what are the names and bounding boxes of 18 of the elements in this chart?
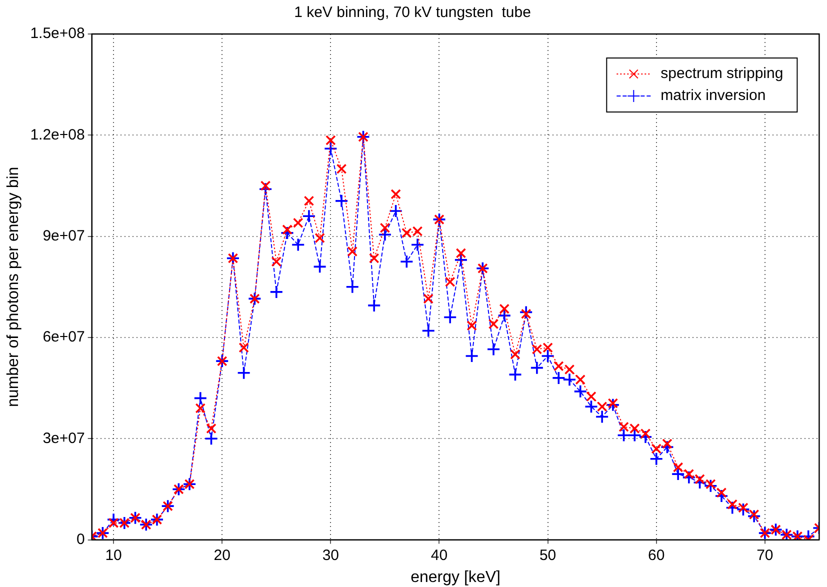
chart-title: 1 keV binning, 70 kV tungsten tube <box>294 4 531 22</box>
y-tick-label: 6e+07 <box>42 328 85 346</box>
y-tick-label: 1.2e+08 <box>30 126 85 144</box>
legend-label: matrix inversion <box>660 87 766 104</box>
x-tick-label: 40 <box>430 546 448 564</box>
y-axis-title: number of photons per energy bin <box>5 166 22 407</box>
x-tick-label: 70 <box>756 546 774 564</box>
legend-label: spectrum stripping <box>660 65 784 82</box>
x-tick-label: 50 <box>539 546 556 564</box>
y-tick-label: 1.5e+08 <box>30 25 85 42</box>
x-tick-label: 10 <box>105 546 122 564</box>
y-tick-label: 0 <box>76 530 85 548</box>
y-tick-label: 3e+07 <box>42 430 85 447</box>
x-tick-label: 30 <box>322 546 340 564</box>
y-tick-label: 9e+07 <box>42 227 85 244</box>
x-tick-label: 60 <box>648 546 665 564</box>
x-tick-label: 20 <box>214 546 230 564</box>
x-axis-title: energy [keV] <box>410 568 500 586</box>
